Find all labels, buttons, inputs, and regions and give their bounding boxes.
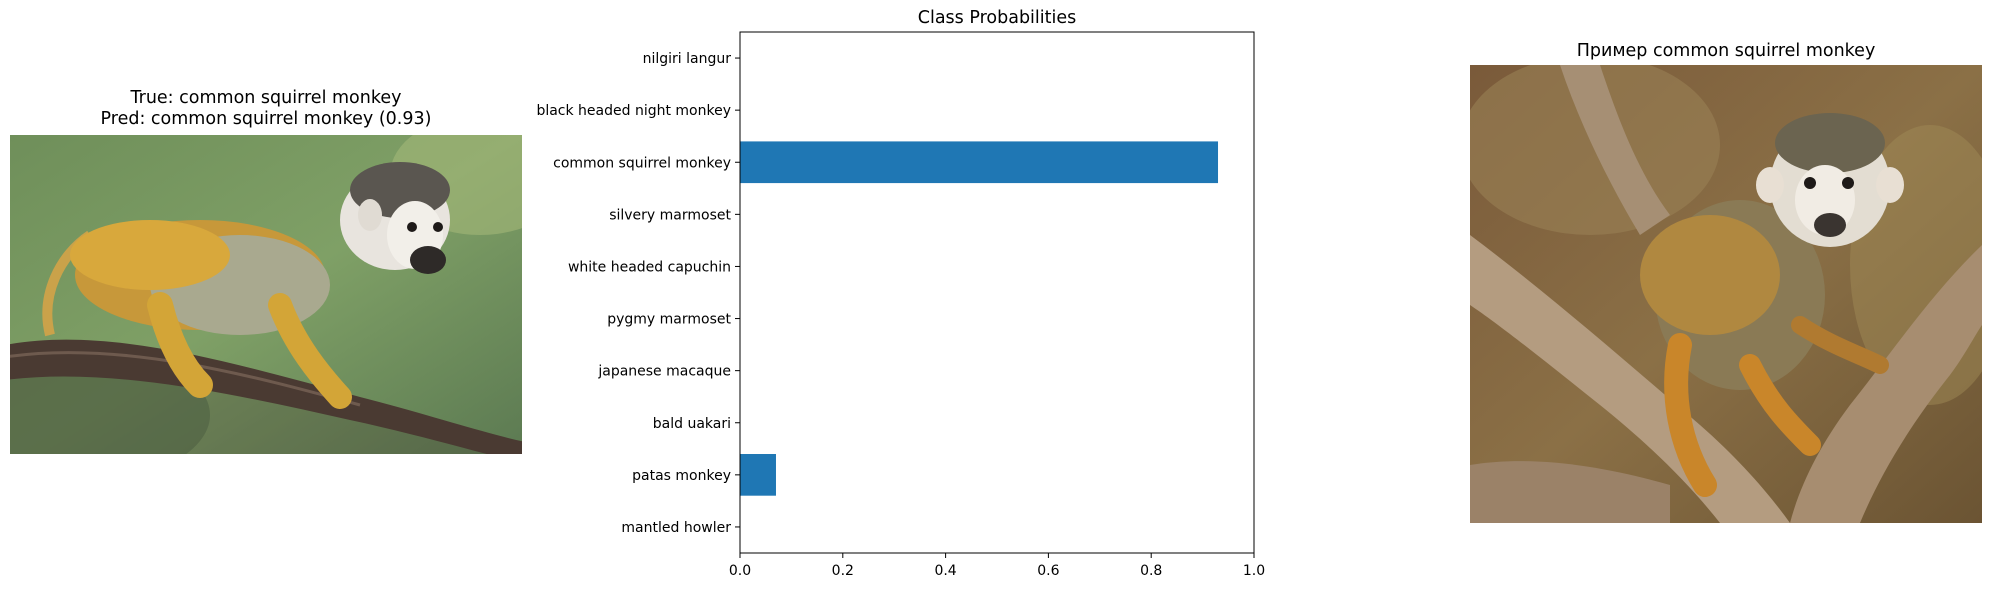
y-tick-label: nilgiri langur xyxy=(643,51,732,67)
chart-title: Class Probabilities xyxy=(918,8,1077,28)
x-tick-label: 0.4 xyxy=(934,563,956,579)
bar-patas-monkey xyxy=(740,454,776,496)
predicted-label: Pred: common squirrel monkey (0.93) xyxy=(100,109,432,129)
true-label: True: common squirrel monkey xyxy=(130,88,402,108)
y-tick-label: white headed capuchin xyxy=(568,259,731,275)
y-tick-label: silvery marmoset xyxy=(609,207,731,223)
x-tick-label: 0.0 xyxy=(729,563,751,579)
y-tick-label: japanese macaque xyxy=(597,364,731,380)
y-axis: nilgiri langur black headed night monkey c… xyxy=(536,51,740,536)
x-axis: 0.0 0.2 0.4 0.6 0.8 1.0 xyxy=(729,553,1265,579)
y-tick-label: black headed night monkey xyxy=(536,103,731,119)
right-image-title: Пример common squirrel monkey xyxy=(1576,41,1876,61)
y-tick-label: common squirrel monkey xyxy=(553,155,731,171)
y-tick-label: patas monkey xyxy=(632,468,731,484)
example-monkey-photo xyxy=(1470,65,1982,523)
left-image-title: True: common squirrel monkey Pred: commo… xyxy=(10,88,522,130)
y-tick-label: bald uakari xyxy=(653,416,731,432)
y-tick-label: pygmy marmoset xyxy=(607,312,731,328)
x-tick-label: 0.6 xyxy=(1037,563,1059,579)
monkey-photo-illustration xyxy=(10,135,522,454)
bar-common-squirrel-monkey xyxy=(740,141,1219,184)
example-photo-illustration xyxy=(1470,65,1982,523)
x-tick-label: 1.0 xyxy=(1243,563,1265,579)
y-tick-label: mantled howler xyxy=(621,520,731,536)
x-tick-label: 0.2 xyxy=(832,563,854,579)
bars-layer xyxy=(740,141,1219,496)
sample-monkey-photo xyxy=(10,135,522,454)
x-tick-label: 0.8 xyxy=(1140,563,1162,579)
plot-area-frame xyxy=(739,31,1255,554)
